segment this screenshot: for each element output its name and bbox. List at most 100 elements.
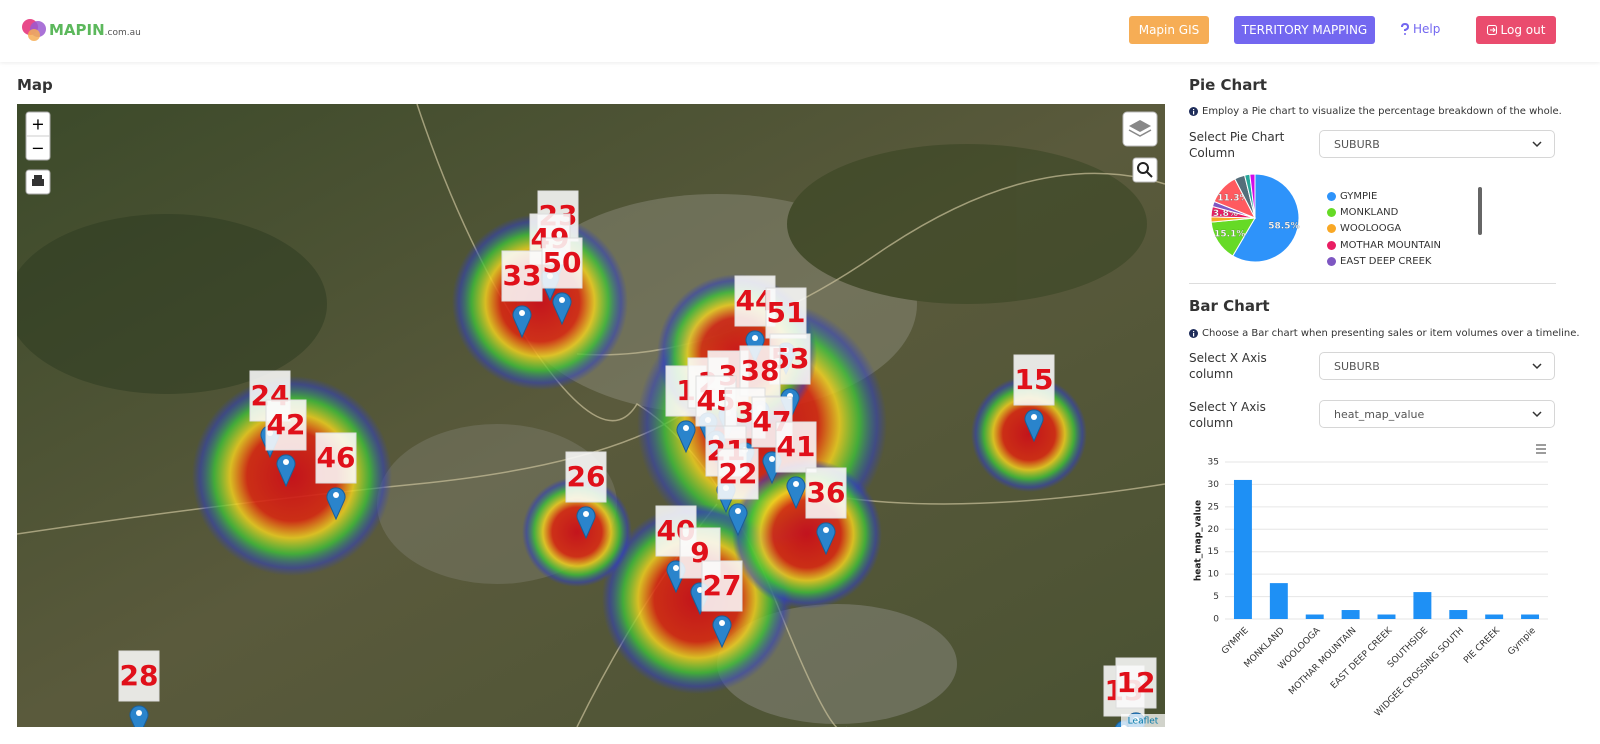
zoom-control: + − xyxy=(25,111,51,161)
marker-pin xyxy=(786,476,806,510)
print-button[interactable] xyxy=(25,169,51,195)
map-marker[interactable]: 28 xyxy=(118,650,160,727)
x-tick-label: EAST DEEP CREEK xyxy=(1329,625,1395,691)
map-marker[interactable]: 15 xyxy=(1013,354,1055,443)
marker-pin xyxy=(712,615,732,649)
pie-select-label: Select Pie Chart Column xyxy=(1189,130,1285,160)
marker-dot xyxy=(1031,414,1037,420)
zoom-out[interactable]: − xyxy=(31,139,44,158)
legend-scrollbar[interactable] xyxy=(1478,187,1482,235)
x-tick-label: GYMPIE xyxy=(1220,626,1251,657)
y-tick-label: 10 xyxy=(1208,570,1220,580)
marker-label-box xyxy=(541,237,583,289)
marker-pin xyxy=(512,305,532,339)
logout-button[interactable]: Log out xyxy=(1476,16,1556,44)
marker-layer: 2349503344515312345383472141223624424626… xyxy=(118,190,1157,727)
help-link[interactable]: Help xyxy=(1400,22,1440,36)
x-tick-label: PIE CREEK xyxy=(1462,625,1503,666)
x-select-value: SUBURB xyxy=(1334,360,1380,373)
bar-section-title: Bar Chart xyxy=(1189,297,1270,315)
marker-label: 38 xyxy=(741,354,780,387)
bar xyxy=(1269,583,1288,619)
pie-value-label: 58.5% xyxy=(1268,221,1299,231)
bar-chart: 05101520253035heat_map_valueGYMPIEMONKLA… xyxy=(1194,444,1548,719)
territory-button[interactable]: TERRITORY MAPPING xyxy=(1234,16,1375,44)
map-marker[interactable]: 27 xyxy=(701,560,743,649)
marker-label: 3 xyxy=(735,396,754,429)
info-icon xyxy=(1189,329,1198,338)
attribution-box xyxy=(1121,714,1165,727)
marker-pin xyxy=(728,503,748,537)
map-marker[interactable]: 46 xyxy=(315,432,357,521)
marker-dot xyxy=(823,527,829,533)
marker-label: 26 xyxy=(567,460,606,493)
logo-suffix: .com.au xyxy=(104,28,141,38)
pie-select[interactable]: SUBURB xyxy=(1319,130,1555,158)
legend-swatch xyxy=(1327,240,1336,250)
legend-label: MOTHAR MOUNTAIN xyxy=(1340,239,1441,251)
y-select-label: Select Y Axis column xyxy=(1189,400,1266,430)
chevron xyxy=(1532,363,1542,370)
map-marker[interactable]: 50 xyxy=(541,237,583,326)
marker-label-box xyxy=(265,399,307,451)
top-bar: MAPIN.com.au Mapin GIS TERRITORY MAPPING… xyxy=(0,0,1600,62)
zoom-in[interactable]: + xyxy=(31,115,44,134)
pie-legend[interactable]: GYMPIE MONKLAND WOOLOOGA MOTHAR MOUNTAIN EAS… xyxy=(1327,188,1477,270)
marker-label: 28 xyxy=(120,659,159,692)
x-select-label: Select X Axis column xyxy=(1189,351,1267,381)
marker-label-box xyxy=(805,467,847,519)
y-tick-label: 0 xyxy=(1213,615,1219,625)
legend-item: MONKLAND xyxy=(1327,204,1477,220)
marker-pin xyxy=(129,705,149,727)
logo-text: MAPIN xyxy=(49,21,105,39)
gis-button[interactable]: Mapin GIS xyxy=(1129,16,1209,44)
legend-label: MONKLAND xyxy=(1340,207,1399,219)
bar xyxy=(1485,614,1504,619)
marker-pin xyxy=(1024,409,1044,443)
marker-pin xyxy=(276,454,296,488)
y-tick-label: 25 xyxy=(1208,502,1219,512)
logout-icon xyxy=(1486,25,1497,35)
bar xyxy=(1449,610,1468,619)
y-tick-label: 5 xyxy=(1213,592,1219,602)
attribution[interactable]: Leaflet xyxy=(1128,717,1159,727)
pie-select-value: SUBURB xyxy=(1334,138,1380,151)
pie-value-label: 15.1% xyxy=(1214,230,1245,240)
pie-info-text: Employ a Pie chart to visualize the perc… xyxy=(1202,106,1562,117)
chevron xyxy=(1532,141,1542,148)
divider xyxy=(1189,283,1556,284)
marker-dot xyxy=(559,297,565,303)
map-marker[interactable]: 22 xyxy=(717,448,759,537)
logout-text: Log out xyxy=(1500,23,1546,37)
marker-pin xyxy=(326,487,346,521)
pie-value-label: 3.8% xyxy=(1213,209,1238,219)
x-select[interactable]: SUBURB xyxy=(1319,352,1555,380)
legend-label: GYMPIE xyxy=(1340,190,1378,202)
legend-swatch xyxy=(1327,224,1336,234)
search-button[interactable] xyxy=(1132,157,1158,183)
legend-label: EAST DEEP CREEK xyxy=(1340,256,1432,268)
map-marker[interactable]: 36 xyxy=(805,467,847,556)
y-tick-label: 35 xyxy=(1208,458,1219,468)
map-marker[interactable]: 41 xyxy=(775,421,817,510)
pie-section-title: Pie Chart xyxy=(1189,76,1267,94)
marker-pin xyxy=(676,420,696,454)
map-marker[interactable]: 33 xyxy=(501,250,543,339)
pie-chart: 58.5% 15.1% 3.8% 11.3% xyxy=(1210,173,1300,263)
marker-pin xyxy=(576,506,596,540)
map-marker[interactable]: 26 xyxy=(565,451,607,540)
map[interactable]: + − 234950334451531234538347214122362442… xyxy=(17,104,1165,727)
marker-label: 46 xyxy=(317,441,356,474)
chart-menu[interactable] xyxy=(1536,444,1546,454)
marker-label-box xyxy=(1115,657,1157,709)
legend-item: MOTHAR MOUNTAIN xyxy=(1327,237,1477,253)
map-marker[interactable]: 42 xyxy=(265,399,307,488)
marker-dot xyxy=(283,459,289,465)
marker-dot xyxy=(719,620,725,626)
y-axis-title: heat_map_value xyxy=(1194,500,1204,581)
x-tick-label: MOTHAR MOUNTAIN xyxy=(1287,626,1358,697)
marker-label: 42 xyxy=(267,408,306,441)
layers-button[interactable] xyxy=(1122,111,1158,147)
y-select[interactable]: heat_map_value xyxy=(1319,400,1555,428)
marker-label: 41 xyxy=(777,430,816,463)
